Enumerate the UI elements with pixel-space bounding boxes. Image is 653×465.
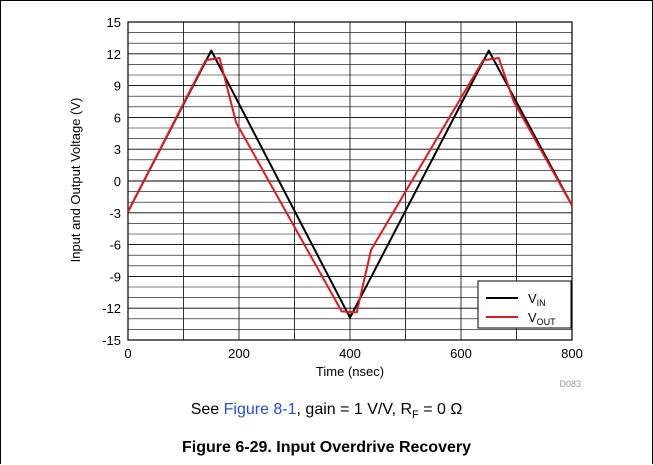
y-tick-label: -9 xyxy=(109,269,121,284)
x-axis-label: Time (nsec) xyxy=(316,364,384,379)
note-suffix: = 0 Ω xyxy=(418,401,463,418)
legend-label-vin: VIN xyxy=(528,291,546,308)
grid xyxy=(128,22,572,340)
legend: VIN VOUT xyxy=(477,280,572,329)
x-tick-label: 800 xyxy=(561,346,583,361)
y-axis-label: Input and Output Voltage (V) xyxy=(68,98,83,263)
y-tick-label: 3 xyxy=(114,142,121,157)
chart: 0 200 400 600 800 15 12 9 6 3 0 -3 -6 -9 -12 -15 Input … xyxy=(68,15,583,389)
y-tick-label: -15 xyxy=(102,333,121,348)
y-tick-label: -6 xyxy=(109,238,121,253)
figure-link[interactable]: Figure 8-1 xyxy=(223,401,297,418)
x-tick-label: 200 xyxy=(228,346,250,361)
series-layer xyxy=(127,49,573,319)
figure-id: D083 xyxy=(559,379,581,389)
x-tick-label: 600 xyxy=(450,346,472,361)
series-vout-line xyxy=(127,57,573,314)
tick-labels: 0 200 400 600 800 15 12 9 6 3 0 -3 -6 -9 -12 -15 xyxy=(102,15,583,361)
legend-box xyxy=(477,280,572,329)
note-prefix: See xyxy=(190,401,224,418)
note-middle: , gain = 1 V/V, R xyxy=(296,401,413,418)
legend-label-vout: VOUT xyxy=(528,310,556,327)
x-tick-label: 400 xyxy=(339,346,361,361)
y-tick-label: 9 xyxy=(114,79,121,94)
plot-border xyxy=(127,21,573,341)
y-tick-label: -3 xyxy=(109,206,121,221)
figure-caption: Figure 6-29. Input Overdrive Recovery xyxy=(182,439,471,456)
y-tick-label: 12 xyxy=(107,47,121,62)
note-subscript: F xyxy=(412,409,419,422)
test-condition-note: See Figure 8-1, gain = 1 V/V, RF = 0 Ω xyxy=(0,401,653,421)
y-tick-label: 0 xyxy=(114,174,121,189)
y-tick-label: 15 xyxy=(107,15,121,30)
x-tick-label: 0 xyxy=(124,346,131,361)
y-tick-label: -12 xyxy=(102,301,121,316)
y-tick-label: 6 xyxy=(114,110,121,125)
